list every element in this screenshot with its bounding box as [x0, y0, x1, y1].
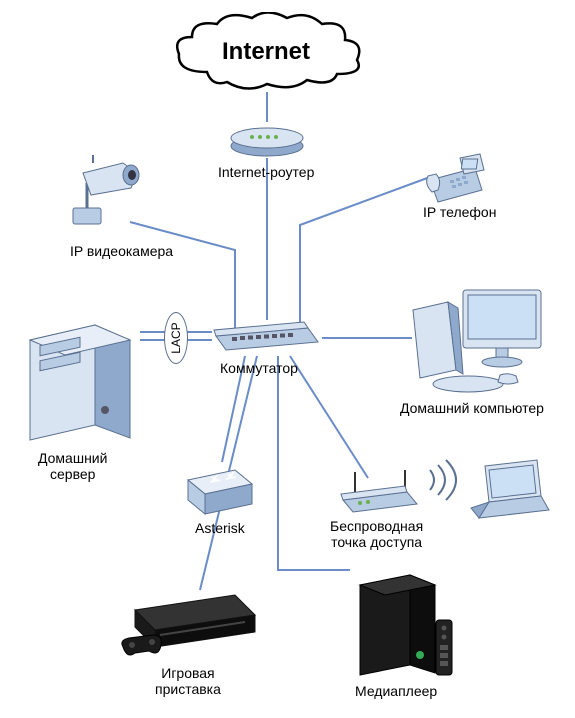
ip-camera-label: IP видеокамера — [70, 243, 173, 259]
game-console-label: Игровая приставка — [155, 665, 221, 697]
home-pc-label: Домашний компьютер — [400, 400, 544, 416]
media-player-label: Медиаплеер — [355, 683, 437, 699]
home-pc-icon — [408, 280, 548, 400]
internet-router-icon — [227, 122, 307, 158]
asterisk-icon — [180, 460, 260, 520]
ip-camera-icon — [63, 153, 153, 228]
home-server-label: Домашний сервер — [38, 450, 107, 482]
internet-router-label: Internet-роутер — [218, 164, 314, 180]
home-server-icon — [20, 310, 140, 450]
switch-icon — [212, 320, 322, 358]
ip-phone-label: IP телефон — [423, 204, 496, 220]
wireless-ap-label: Беспроводная точка доступа — [330, 518, 423, 550]
network-diagram: Internet Internet-роутер IP телефон IP в… — [0, 0, 575, 718]
lacp-badge: LACP — [164, 312, 188, 364]
laptop-icon — [465, 458, 550, 523]
game-console-icon — [115, 585, 265, 670]
internet-cloud-label: Internet — [222, 38, 310, 66]
asterisk-label: Asterisk — [195, 520, 245, 536]
switch-label: Коммутатор — [220, 360, 298, 376]
media-player-icon — [340, 565, 460, 685]
wireless-ap-icon — [335, 470, 425, 520]
ip-phone-icon — [420, 150, 490, 205]
